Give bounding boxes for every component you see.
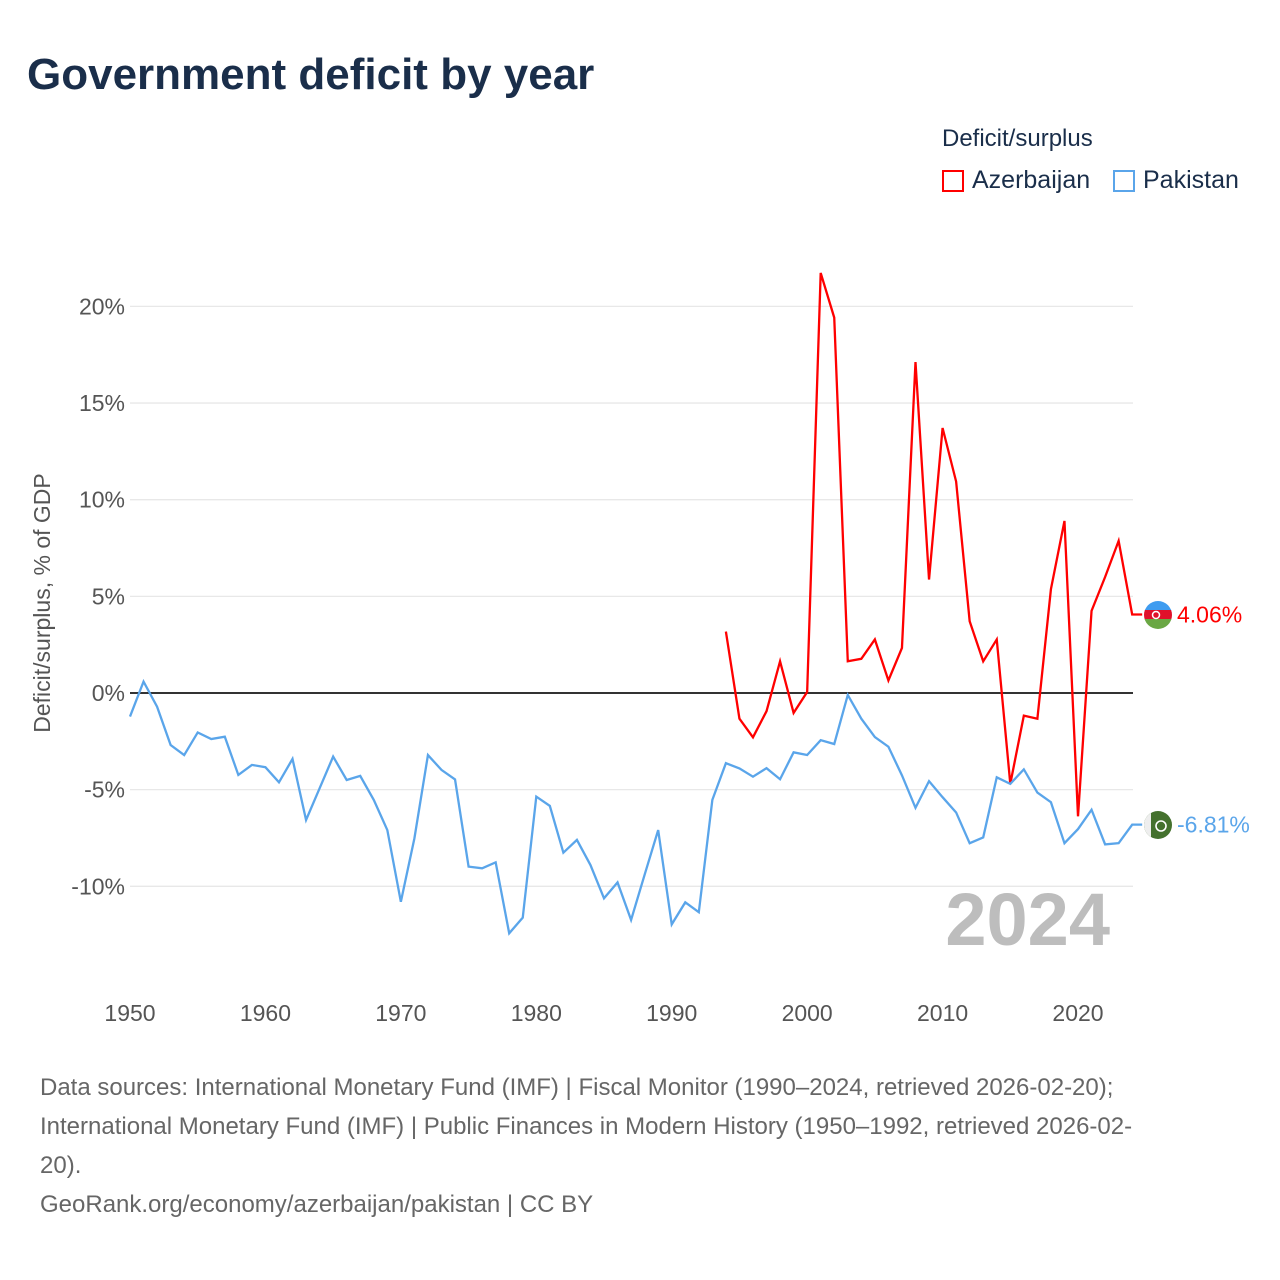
x-tick-label: 1960 xyxy=(240,1000,291,1026)
x-tick-label: 2020 xyxy=(1052,1000,1103,1026)
source-line: Data sources: International Monetary Fun… xyxy=(40,1074,1114,1101)
legend-swatch-pakistan xyxy=(1113,169,1135,192)
x-tick-label: 2010 xyxy=(917,1000,968,1026)
pakistan-flag-icon xyxy=(1144,811,1172,839)
source-line: International Monetary Fund (IMF) | Publ… xyxy=(40,1113,1133,1140)
series-line-pakistan xyxy=(128,678,1143,936)
x-tick-label: 1970 xyxy=(375,1000,426,1026)
page-title: Government deficit by year xyxy=(27,50,595,99)
x-tick-label: 1980 xyxy=(511,1000,562,1026)
azerbaijan-flag-icon xyxy=(1144,601,1172,629)
y-axis-label: Deficit/surplus, % of GDP xyxy=(29,473,55,732)
legend-title: Deficit/surplus xyxy=(942,125,1093,152)
y-tick-label: 15% xyxy=(79,390,125,416)
series-line-azerbaijan xyxy=(724,272,1143,817)
y-tick-label: 20% xyxy=(79,293,125,319)
legend-label: Azerbaijan xyxy=(972,166,1091,194)
y-tick-label: 5% xyxy=(92,583,125,609)
legend-item-pakistan[interactable]: Pakistan xyxy=(1113,166,1239,195)
x-tick-label: 1950 xyxy=(104,1000,155,1026)
y-tick-label: 0% xyxy=(92,680,125,706)
legend-item-azerbaijan[interactable]: Azerbaijan xyxy=(942,166,1090,195)
year-watermark: 2024 xyxy=(945,878,1110,961)
data-sources: Data sources: International Monetary Fun… xyxy=(40,1068,1240,1224)
legend-swatch-azerbaijan xyxy=(942,169,964,192)
y-tick-label: -5% xyxy=(84,777,125,803)
source-line: 20). xyxy=(40,1152,82,1179)
end-value-label-azerbaijan: 4.06% xyxy=(1177,602,1242,628)
end-value-label-pakistan: -6.81% xyxy=(1177,812,1250,838)
x-tick-label: 2000 xyxy=(782,1000,833,1026)
source-link[interactable]: GeoRank.org/economy/azerbaijan/pakistan … xyxy=(40,1191,594,1218)
legend-label: Pakistan xyxy=(1143,166,1239,194)
y-tick-label: 10% xyxy=(79,487,125,513)
x-tick-label: 1990 xyxy=(646,1000,697,1026)
y-tick-label: -10% xyxy=(71,873,125,899)
